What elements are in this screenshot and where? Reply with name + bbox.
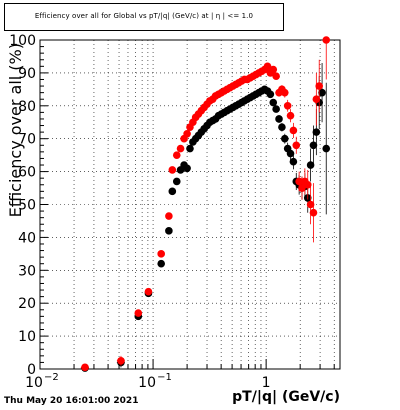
data-point-black (269, 98, 278, 107)
data-point-black (183, 164, 191, 173)
data-point-black (165, 227, 173, 235)
data-point-black (186, 144, 194, 153)
data-point-red (312, 95, 321, 104)
data-point-red (286, 111, 295, 120)
data-point-red (322, 36, 331, 44)
data-point-red (295, 177, 303, 186)
y-tick-label: 50 (18, 198, 36, 214)
data-point-black (272, 105, 280, 113)
data-point-black (309, 141, 318, 150)
data-point-black (286, 149, 295, 158)
y-tick-label: 80 (18, 99, 36, 115)
data-point-red (289, 126, 298, 135)
data-point-black (157, 259, 165, 268)
chart-title: Efficiency over all for Global vs pT/|q|… (34, 12, 254, 20)
x-tick-label: 1 (262, 375, 271, 391)
data-point-black (322, 144, 331, 153)
x-tick-exponent: −2 (44, 372, 59, 383)
data-point-red (81, 363, 89, 372)
data-point-red (165, 212, 173, 220)
y-tick-label: 100 (9, 33, 36, 49)
x-tick-label: 10 (25, 375, 43, 391)
data-point-black (306, 161, 315, 169)
y-tick-label: 10 (18, 329, 36, 345)
data-point-red (176, 144, 185, 153)
data-point-red (168, 166, 177, 174)
data-point-red (183, 129, 191, 138)
y-axis-label: Efficiency over all (%) (6, 43, 25, 217)
data-point-red (134, 309, 143, 317)
x-axis-label: pT/|q| (GeV/c) (232, 389, 340, 405)
data-point-black (289, 157, 298, 166)
data-point-black (318, 88, 326, 97)
data-point-red (315, 82, 324, 90)
grid-lines (40, 40, 340, 369)
data-point-red (117, 356, 125, 365)
x-tick-exponent: −1 (157, 372, 172, 383)
data-point-black (172, 177, 181, 186)
data-point-red (309, 208, 318, 217)
data-point-red (298, 184, 306, 192)
data-point-black (280, 134, 289, 143)
axis-labels: pT/|q| (GeV/c) Efficiency over all (%) (6, 43, 340, 405)
y-tick-label: 60 (18, 165, 36, 181)
data-point-red (280, 88, 289, 97)
data-point-red (283, 102, 292, 110)
data-point-red (306, 200, 315, 209)
y-tick-label: 70 (18, 132, 36, 148)
data-point-black (275, 115, 283, 123)
x-tick-label: 10 (138, 375, 156, 391)
data-point-black (278, 123, 286, 131)
y-tick-label: 40 (18, 230, 36, 246)
data-point-red (172, 151, 181, 159)
data-point-red (157, 250, 165, 258)
data-point-red (303, 180, 312, 189)
y-tick-label: 0 (27, 362, 36, 378)
y-tick-label: 30 (18, 263, 36, 279)
data-point-red (272, 72, 280, 80)
y-tick-label: 90 (18, 66, 36, 82)
data-points (80, 36, 331, 372)
y-tick-label: 20 (18, 296, 36, 312)
data-point-red (269, 65, 278, 74)
data-point-red (292, 141, 301, 150)
data-point-red (144, 287, 153, 296)
chart-title-box: Efficiency over all for Global vs pT/|q|… (4, 3, 284, 31)
timestamp: Thu May 20 16:01:00 2021 (4, 396, 139, 406)
data-point-black (312, 128, 321, 136)
data-point-black (168, 187, 177, 196)
data-point-red (263, 62, 272, 71)
data-point-black (266, 90, 275, 99)
